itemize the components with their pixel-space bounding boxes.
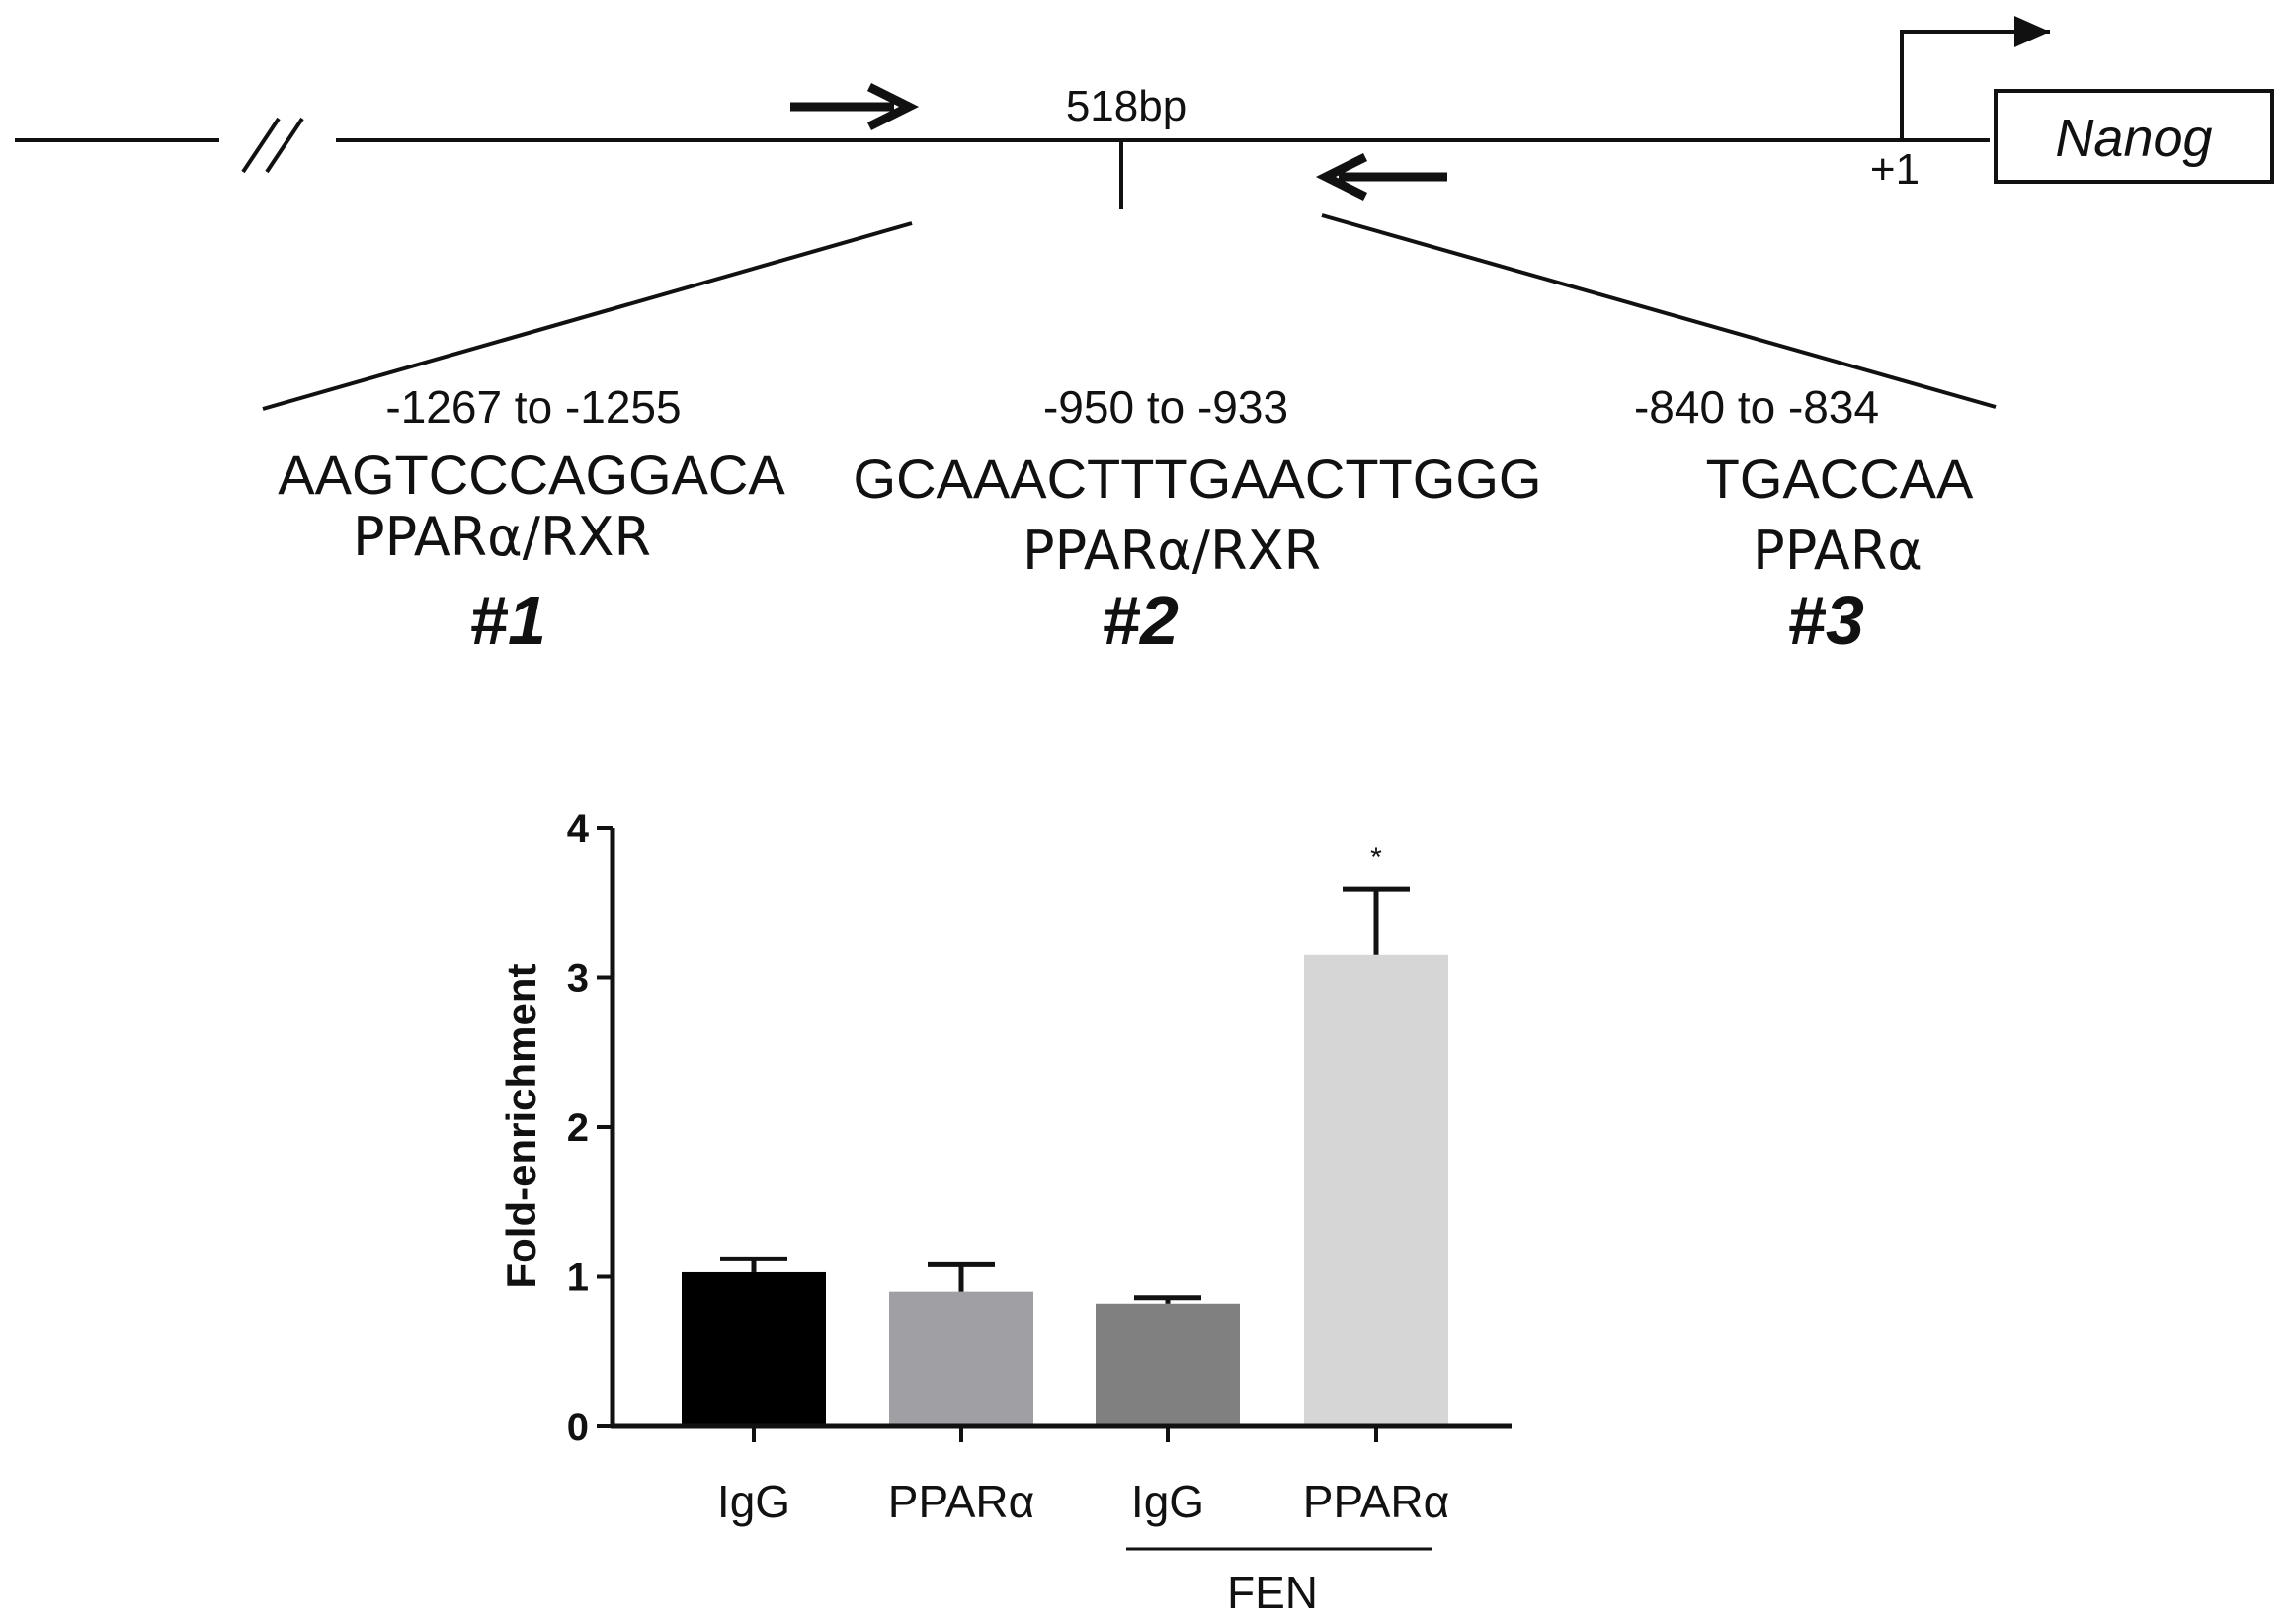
site-factor: PPARα/RXR bbox=[1023, 520, 1321, 582]
forward-primer-arrow bbox=[790, 82, 920, 131]
error-bar bbox=[1343, 886, 1410, 955]
x-tick-label: PPARα bbox=[1303, 1476, 1449, 1527]
x-ticks: IgG PPARα IgG PPARα bbox=[717, 1426, 1449, 1527]
site-factor: PPARα bbox=[1753, 520, 1923, 582]
site-number: #1 bbox=[469, 582, 546, 659]
y-tick-label: 3 bbox=[567, 957, 589, 1001]
bar bbox=[1304, 954, 1448, 1426]
site-position: -1267 to -1255 bbox=[385, 381, 681, 433]
promoter-diagram: 518bp +1 Nanog bbox=[15, 16, 2274, 411]
binding-site-1: -1267 to -1255 AAGTCCCAGGACA PPARα/RXR #… bbox=[278, 381, 785, 659]
error-bars bbox=[720, 886, 1410, 1304]
amplicon-label: 518bp bbox=[1066, 82, 1186, 130]
bar bbox=[889, 1291, 1033, 1426]
x-tick-label: IgG bbox=[717, 1476, 790, 1527]
bar-chart: * 0 1 2 3 4 IgG PPARα IgG PPARα Fold-enrichment… bbox=[498, 807, 1512, 1618]
y-tick-label: 4 bbox=[567, 807, 590, 851]
significance-label: * bbox=[1370, 842, 1382, 874]
y-tick-label: 1 bbox=[567, 1257, 589, 1300]
gene-name: Nanog bbox=[2055, 109, 2212, 168]
group-label: FEN bbox=[1227, 1567, 1318, 1618]
y-tick-label: 0 bbox=[567, 1406, 589, 1449]
error-bar bbox=[720, 1256, 787, 1272]
site-sequence: TGACCAA bbox=[1706, 447, 1974, 510]
x-tick-label: PPARα bbox=[888, 1476, 1034, 1527]
site-number: #2 bbox=[1102, 582, 1179, 659]
zoom-line-left bbox=[262, 221, 913, 411]
site-number: #3 bbox=[1787, 582, 1864, 659]
binding-site-2: -950 to -933 GCAAACTTTGAACTTGGG PPARα/RX… bbox=[854, 381, 1542, 659]
site-factor: PPARα/RXR bbox=[353, 506, 651, 568]
y-axis-label: Fold-enrichment bbox=[498, 963, 544, 1288]
binding-site-3: -840 to -834 TGACCAA PPARα #3 bbox=[1634, 381, 1974, 659]
error-bar bbox=[928, 1261, 995, 1292]
tss-arrow bbox=[1900, 16, 2050, 140]
reverse-primer-arrow bbox=[1315, 152, 1447, 202]
site-position: -950 to -933 bbox=[1043, 381, 1288, 433]
site-position: -840 to -834 bbox=[1634, 381, 1879, 433]
y-tick-label: 2 bbox=[567, 1106, 589, 1150]
x-tick-label: IgG bbox=[1131, 1476, 1204, 1527]
tss-label: +1 bbox=[1870, 145, 1920, 194]
bar bbox=[1096, 1303, 1240, 1426]
gene-box bbox=[1994, 89, 2274, 184]
bar bbox=[682, 1271, 826, 1426]
site-sequence: AAGTCCCAGGACA bbox=[278, 444, 785, 506]
y-ticks: 0 1 2 3 4 bbox=[567, 807, 613, 1449]
error-bar bbox=[1134, 1295, 1201, 1304]
significance-marks: * bbox=[1370, 842, 1382, 874]
zoom-line-right bbox=[1321, 213, 1997, 409]
site-sequence: GCAAACTTTGAACTTGGG bbox=[854, 447, 1542, 510]
bars bbox=[682, 954, 1448, 1426]
break-mark-2 bbox=[265, 117, 304, 174]
break-mark-1 bbox=[241, 117, 281, 174]
